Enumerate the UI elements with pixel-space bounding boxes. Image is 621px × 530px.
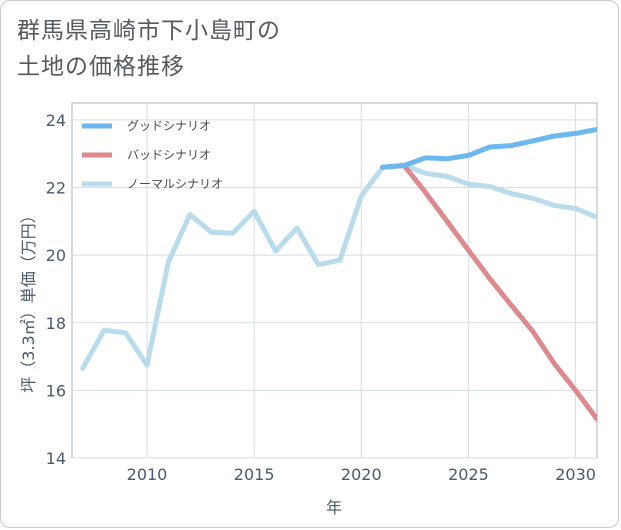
- legend-label-normal: ノーマルシナリオ: [127, 177, 223, 191]
- series-line-bad: [380, 163, 597, 422]
- y-tick-label-18: 18: [46, 314, 66, 333]
- y-tick-label-14: 14: [46, 449, 66, 468]
- y-tick-label-16: 16: [46, 381, 66, 400]
- y-tick-label-22: 22: [46, 179, 66, 198]
- x-tick-label-2015: 2015: [234, 465, 275, 484]
- y-tick-label-20: 20: [46, 246, 66, 265]
- legend-label-good: グッドシナリオ: [127, 119, 211, 133]
- y-axis-title: 坪（3.3㎡）単価（万円）: [19, 207, 38, 392]
- grid-lines: [72, 103, 597, 459]
- legend-label-bad: バッドシナリオ: [127, 148, 211, 162]
- series-line-normal: [80, 163, 597, 371]
- plot-area: [71, 102, 598, 459]
- x-tick-label-2030: 2030: [555, 465, 596, 484]
- x-tick-label-2020: 2020: [341, 465, 382, 484]
- chart-title: 群馬県高崎市下小島町の 土地の価格推移: [17, 13, 281, 85]
- series-line-good: [380, 126, 597, 170]
- x-tick-label-2025: 2025: [448, 465, 489, 484]
- tick-labels: 2010 2015 2020 2025 2030 14 16 18 20 22 24: [46, 111, 596, 484]
- series-layer: [80, 126, 597, 422]
- x-tick-label-2010: 2010: [127, 465, 168, 484]
- y-tick-label-24: 24: [46, 111, 66, 130]
- chart-title-line-1: 群馬県高崎市下小島町の: [17, 18, 281, 44]
- chart-title-line-2: 土地の価格推移: [17, 54, 185, 80]
- x-axis-title: 年: [326, 498, 342, 517]
